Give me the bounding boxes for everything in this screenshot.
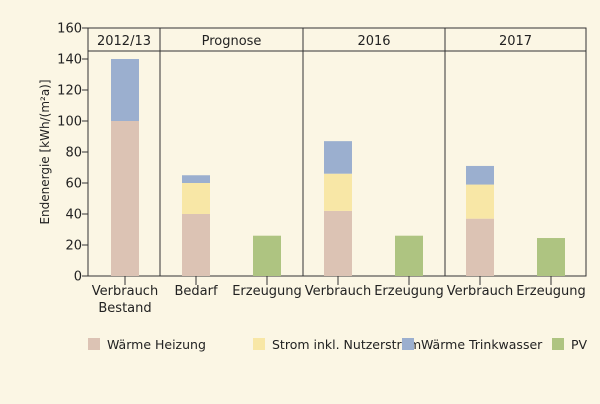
y-tick-label: 120 bbox=[57, 84, 82, 99]
bar-segment-pv bbox=[537, 238, 565, 276]
bar-segment-w-rme-trinkwasser bbox=[466, 165, 494, 185]
bar-segment-w-rme-trinkwasser bbox=[324, 141, 352, 174]
legend-label: Wärme Heizung bbox=[107, 337, 206, 352]
y-tick-label: 80 bbox=[65, 146, 82, 161]
bar-segment-w-rme-heizung bbox=[111, 121, 139, 276]
y-tick-label: 40 bbox=[65, 208, 82, 223]
bar-segment-w-rme-trinkwasser bbox=[111, 59, 139, 121]
y-tick-label: 100 bbox=[57, 115, 82, 130]
y-axis-title: Endenergie [kWh/(m²a)] bbox=[38, 79, 52, 224]
x-category-label: Bedarf bbox=[174, 284, 217, 299]
bar-segment-w-rme-heizung bbox=[466, 218, 494, 276]
x-category-label: Verbrauch Bestand bbox=[92, 284, 158, 316]
group-title: 2016 bbox=[357, 34, 390, 49]
group-title: Prognose bbox=[202, 34, 262, 49]
bar-segment-w-rme-trinkwasser bbox=[182, 175, 210, 183]
y-tick-label: 60 bbox=[65, 177, 82, 192]
x-category-label: Erzeugung bbox=[374, 284, 444, 299]
bar-segment-w-rme-heizung bbox=[182, 214, 210, 276]
x-category-label: Verbrauch bbox=[305, 284, 371, 299]
bar-segment-strom-inkl-nutzerstrom bbox=[324, 173, 352, 211]
legend-swatch bbox=[88, 338, 100, 350]
bar-segment-pv bbox=[395, 235, 423, 276]
y-tick-label: 20 bbox=[65, 239, 82, 254]
legend-swatch bbox=[253, 338, 265, 350]
group-title: 2012/13 bbox=[97, 34, 151, 49]
bar-segment-strom-inkl-nutzerstrom bbox=[182, 183, 210, 214]
x-category-label: Verbrauch bbox=[447, 284, 513, 299]
bar-segment-strom-inkl-nutzerstrom bbox=[466, 184, 494, 219]
y-tick-label: 140 bbox=[57, 53, 82, 68]
x-category-label: Erzeugung bbox=[232, 284, 302, 299]
x-category-label: Erzeugung bbox=[516, 284, 586, 299]
legend-swatch bbox=[552, 338, 564, 350]
bar-segment-pv bbox=[253, 235, 281, 276]
group-title: 2017 bbox=[499, 34, 532, 49]
y-tick-label: 160 bbox=[57, 22, 82, 37]
bar-segment-w-rme-heizung bbox=[324, 210, 352, 276]
y-tick-label: 0 bbox=[74, 270, 82, 285]
legend-label: PV bbox=[571, 337, 588, 352]
legend-label: Strom inkl. Nutzerstrom bbox=[272, 337, 421, 352]
legend-swatch bbox=[402, 338, 414, 350]
legend-label: Wärme Trinkwasser bbox=[421, 337, 543, 352]
